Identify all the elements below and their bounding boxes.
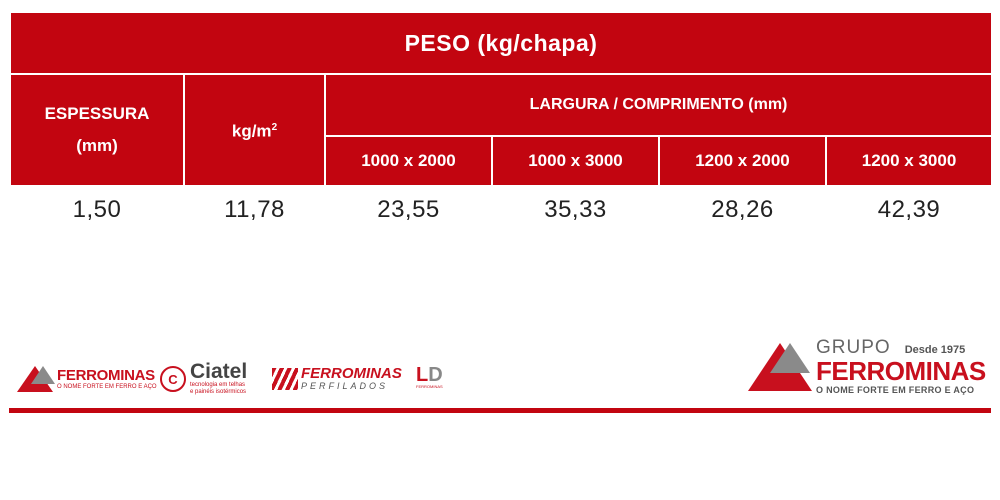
grupo-ferrominas-name: FERROMINAS bbox=[816, 356, 986, 386]
header-size-1200x3000: 1200 x 3000 bbox=[824, 135, 994, 187]
header-size-1000x2000: 1000 x 2000 bbox=[324, 135, 493, 187]
header-kg-m2-base: kg/m bbox=[231, 121, 272, 141]
cell-1200x2000: 28,26 bbox=[711, 196, 774, 223]
perfilados-logo-name: FERROMINAS bbox=[301, 365, 402, 382]
grupo-since-label: Desde 1975 bbox=[904, 344, 966, 356]
ciatel-logo-tagline2: e painéis isotérmicos bbox=[190, 389, 247, 395]
grupo-ferrominas-tagline: O NOME FORTE EM FERRO E AÇO bbox=[816, 385, 975, 395]
ferrominas-perfilados-logo: FERROMINAS PERFILADOS bbox=[272, 366, 402, 391]
ciatel-logo-name: Ciatel bbox=[190, 360, 248, 383]
table-row: 1,50 11,78 23,55 35,33 28,26 42,39 bbox=[10, 186, 992, 233]
footer-divider bbox=[9, 408, 991, 413]
perfilados-stripes-icon bbox=[272, 367, 298, 390]
perfilados-logo-tagline: PERFILADOS bbox=[301, 381, 389, 391]
ciatel-logo-tagline1: tecnologia em telhas bbox=[190, 382, 246, 388]
grupo-ferrominas-triangle-icon bbox=[748, 343, 812, 391]
ciatel-logo: C Ciatel tecnologia em telhas e painéis … bbox=[160, 360, 248, 396]
cell-espessura: 1,50 bbox=[72, 196, 122, 223]
table-title: PESO (kg/chapa) bbox=[8, 11, 994, 75]
header-largura-comprimento: LARGURA / COMPRIMENTO (mm) bbox=[323, 73, 994, 137]
ld-logo: LD FERROMINAS bbox=[416, 364, 443, 390]
ld-logo-tagline: FERROMINAS bbox=[416, 384, 443, 389]
ferrominas-logo-name: FERROMINAS bbox=[57, 366, 155, 384]
grupo-ferrominas-logo: GRUPO Desde 1975 FERROMINAS O NOME FORTE… bbox=[748, 338, 986, 396]
header-size-1000x3000: 1000 x 3000 bbox=[491, 135, 660, 187]
cell-1000x2000: 23,55 bbox=[377, 196, 440, 223]
weight-table: PESO (kg/chapa) ESPESSURA (mm) kg/m2 LAR… bbox=[8, 11, 994, 233]
ld-logo-letter-l: L bbox=[416, 364, 429, 386]
weight-table-container: PESO (kg/chapa) ESPESSURA (mm) kg/m2 LAR… bbox=[8, 11, 994, 233]
ciatel-circle-icon: C bbox=[160, 366, 186, 392]
header-kg-m2-exponent: 2 bbox=[271, 122, 278, 134]
ld-logo-letter-d: D bbox=[428, 364, 443, 386]
grupo-label: GRUPO bbox=[816, 337, 891, 358]
cell-kg-m2: 11,78 bbox=[224, 196, 285, 223]
ferrominas-triangle-icon bbox=[17, 366, 55, 392]
ferrominas-logo-tagline: O NOME FORTE EM FERRO E AÇO bbox=[57, 383, 157, 390]
header-espessura: ESPESSURA (mm) bbox=[9, 73, 185, 187]
header-espessura-line1: ESPESSURA bbox=[44, 104, 150, 123]
header-espessura-line2: (mm) bbox=[76, 136, 118, 155]
header-size-1200x2000: 1200 x 2000 bbox=[658, 135, 827, 187]
ferrominas-logo: FERROMINAS O NOME FORTE EM FERRO E AÇO bbox=[17, 366, 157, 392]
cell-1000x3000: 35,33 bbox=[544, 196, 607, 223]
header-kg-m2: kg/m2 bbox=[183, 73, 326, 187]
cell-1200x3000: 42,39 bbox=[877, 196, 941, 223]
